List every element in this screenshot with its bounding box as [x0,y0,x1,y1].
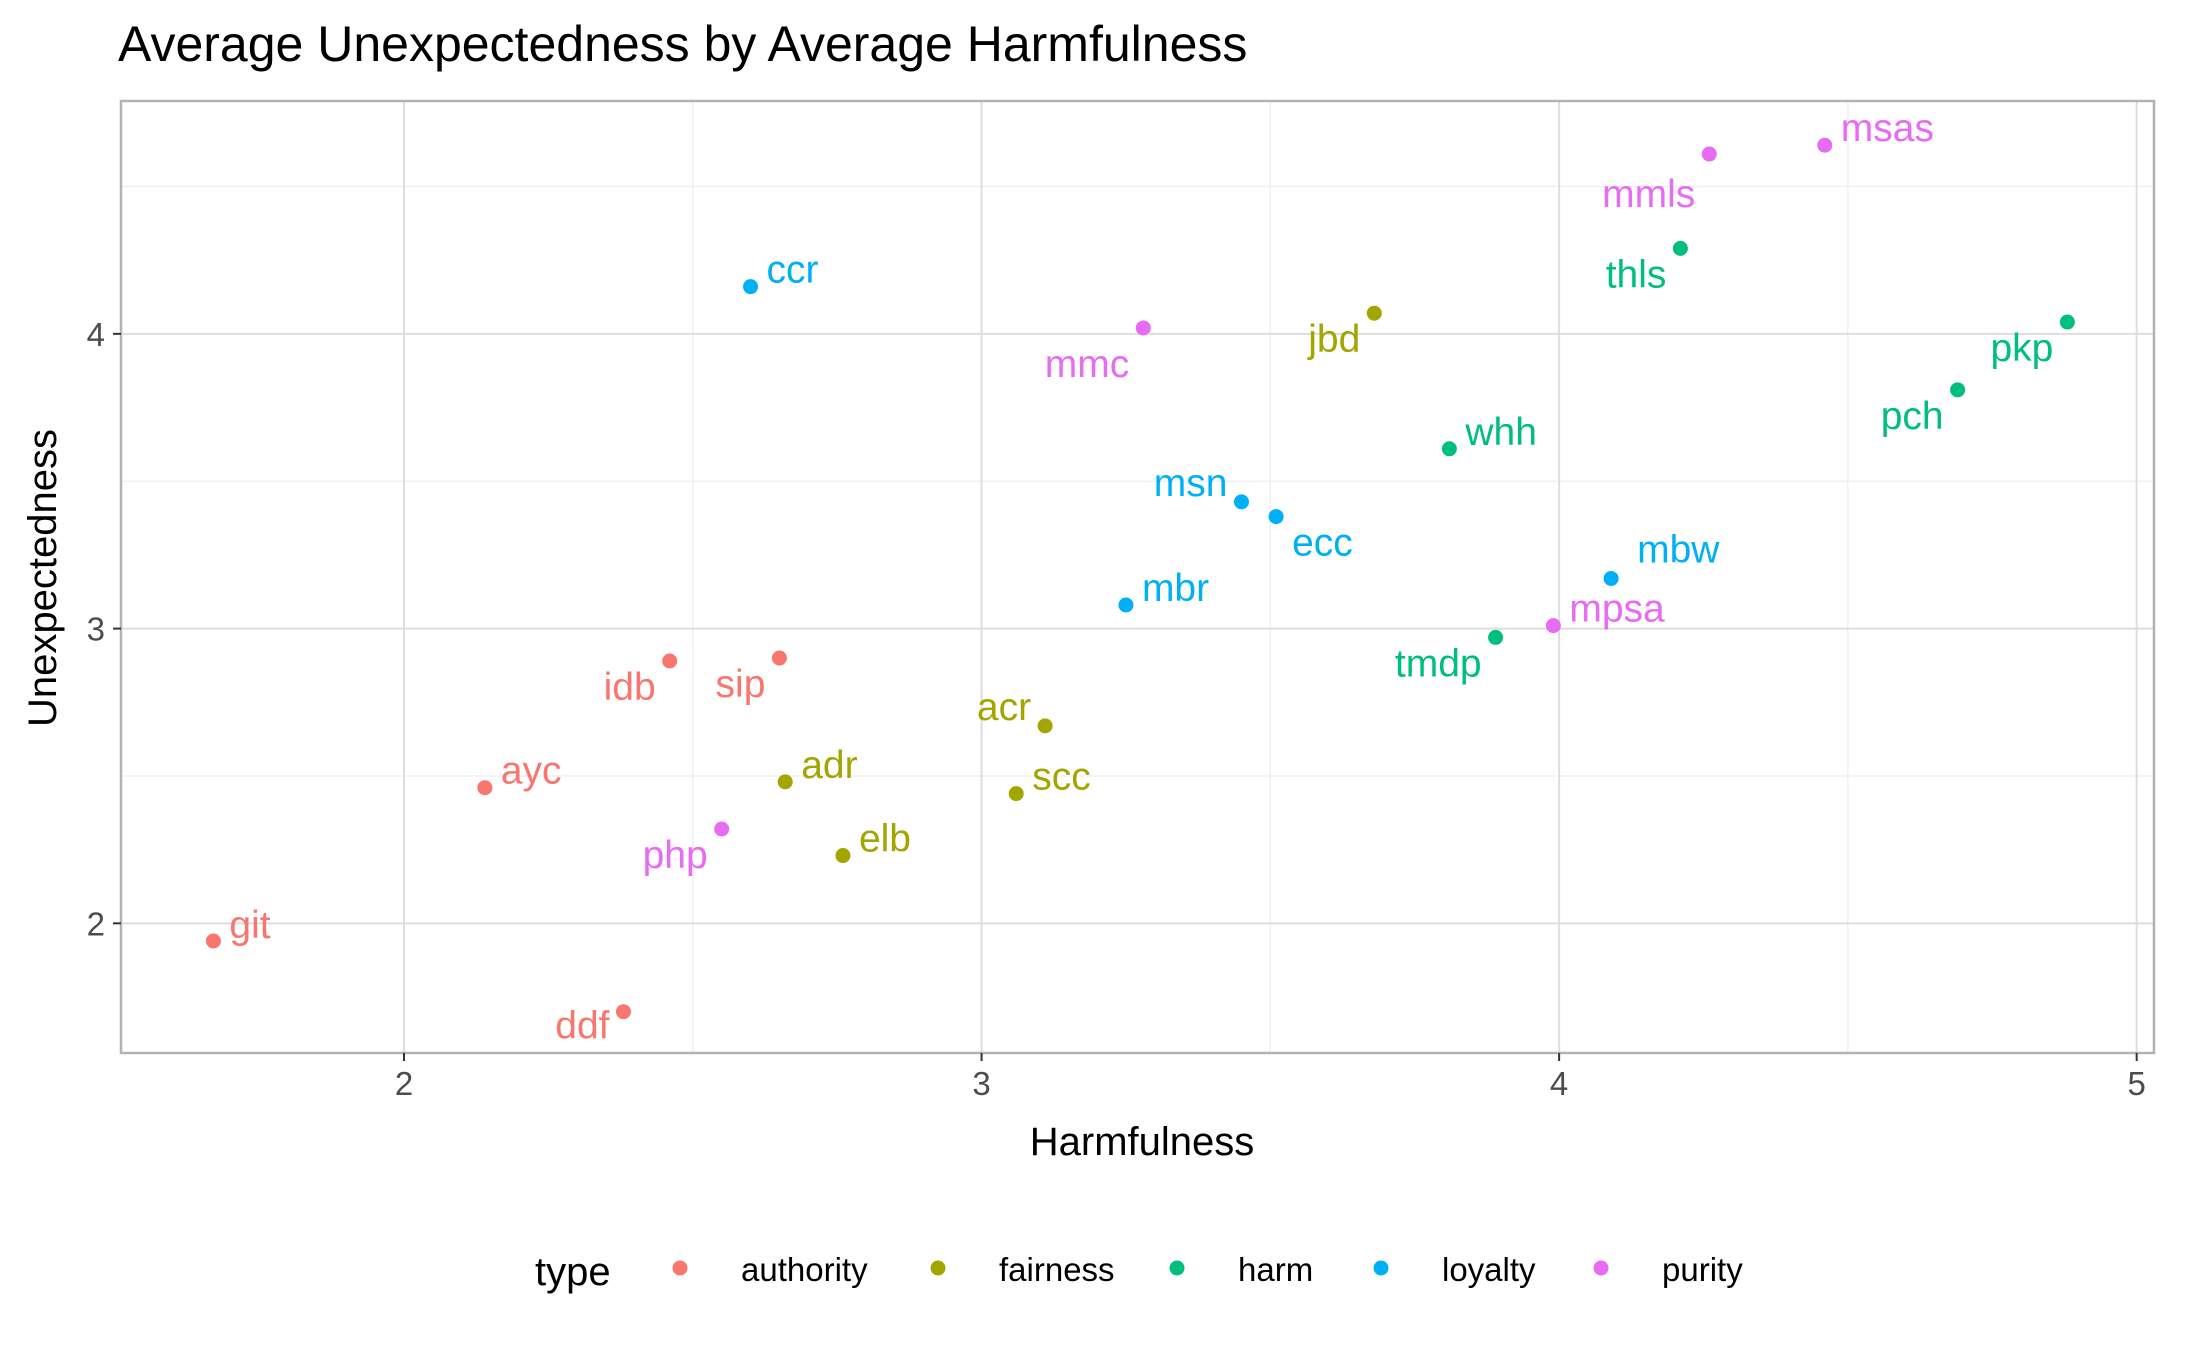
point-label-adr: adr [801,744,857,787]
point-label-mmc: mmc [1045,343,1129,386]
y-axis-ticks: 2 3 4 [87,316,121,942]
point-jbd [1366,305,1382,321]
point-label-mbr: mbr [1142,567,1209,610]
major-gridlines [121,101,2154,1053]
point-label-thls: thls [1606,253,1667,296]
y-tick-label: 2 [87,905,105,942]
legend: type authority fairness harm loyalty purity [535,1250,1743,1294]
point-ecc [1268,509,1284,525]
point-thls [1672,240,1688,256]
point-pch [1950,382,1966,398]
legend-label-harm: harm [1238,1251,1313,1288]
y-tick-label: 4 [87,316,105,353]
legend-key-authority [672,1260,688,1276]
legend-key-harm [1169,1260,1185,1276]
point-elb [835,848,851,864]
data-points [205,137,2075,1020]
x-axis-title: Harmfulness [1030,1120,1255,1164]
legend-key-loyalty [1373,1260,1389,1276]
point-label-msn: msn [1154,462,1228,505]
point-adr [777,774,793,790]
point-label-sip: sip [716,663,766,706]
point-label-pch: pch [1881,395,1944,438]
point-mmls [1701,146,1717,162]
legend-label-authority: authority [741,1251,868,1288]
point-php [714,821,730,837]
legend-label-fairness: fairness [999,1251,1115,1288]
point-tmdp [1488,629,1504,645]
point-scc [1008,786,1024,802]
x-axis-ticks: 2 3 4 5 [395,1053,2146,1102]
legend-key-fairness [930,1260,946,1276]
point-acr [1037,718,1053,734]
minor-gridlines [121,101,2154,1053]
point-label-mpsa: mpsa [1569,588,1665,631]
point-mbr [1118,597,1134,613]
point-ccr [743,279,759,295]
point-label-mbw: mbw [1637,528,1720,571]
point-label-pkp: pkp [1990,327,2053,370]
point-label-mmls: mmls [1602,173,1695,216]
point-ddf [615,1004,631,1020]
point-ayc [477,780,493,796]
legend-label-loyalty: loyalty [1442,1251,1536,1288]
point-pkp [2059,314,2075,330]
legend-label-purity: purity [1662,1251,1743,1288]
y-axis-title: Unexpectedness [21,429,65,727]
point-label-elb: elb [859,818,911,861]
y-tick-label: 3 [87,611,105,648]
point-mmc [1135,320,1151,336]
point-label-jbd: jbd [1307,318,1360,361]
plot-panel-border [119,99,2156,1055]
x-tick-label: 5 [2127,1065,2145,1102]
chart-title: Average Unexpectedness by Average Harmfu… [118,16,1247,72]
point-label-scc: scc [1032,756,1091,799]
point-label-php: php [643,834,708,877]
point-msn [1233,494,1249,510]
x-tick-label: 4 [1550,1065,1568,1102]
point-sip [771,650,787,666]
point-label-ddf: ddf [555,1005,609,1048]
point-label-ccr: ccr [767,249,819,292]
point-label-idb: idb [604,666,656,709]
point-mbw [1603,570,1619,586]
point-label-ayc: ayc [501,750,562,793]
point-label-tmdp: tmdp [1395,642,1482,685]
point-git [205,933,221,949]
point-msas [1817,137,1833,153]
point-label-msas: msas [1841,107,1934,150]
x-tick-label: 3 [972,1065,990,1102]
point-label-git: git [229,904,270,947]
point-mpsa [1545,618,1561,634]
point-label-ecc: ecc [1292,522,1353,565]
legend-title: type [535,1250,611,1294]
x-tick-label: 2 [395,1065,413,1102]
point-label-acr: acr [977,686,1031,729]
legend-items: authority fairness harm loyalty purity [672,1251,1743,1288]
point-idb [662,653,678,669]
legend-key-purity [1593,1260,1609,1276]
point-whh [1441,441,1457,457]
point-label-whh: whh [1464,411,1537,454]
